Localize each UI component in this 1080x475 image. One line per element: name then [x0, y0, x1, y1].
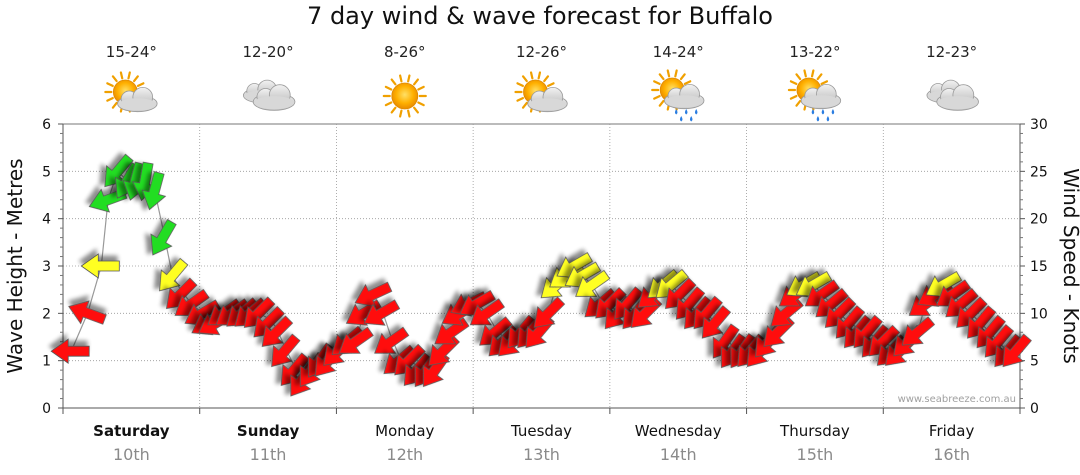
day-temperature: 12-26° — [516, 43, 567, 61]
wind-arrow — [104, 153, 134, 188]
wind-arrow — [150, 218, 177, 256]
credit-text: www.seabreeze.com.au — [898, 394, 1016, 405]
day-date-label: 13th — [523, 445, 560, 464]
cloud-icon — [926, 79, 979, 111]
cloud-shape — [936, 84, 979, 111]
sun-rays — [382, 74, 427, 118]
wind-arrow — [901, 316, 936, 346]
sun-icon — [382, 74, 427, 118]
day-date-label: 15th — [797, 445, 834, 464]
y-axis-right-label: Wind Speed - Knots — [1059, 168, 1080, 364]
y-right-tick-label: 0 — [1030, 401, 1039, 417]
wind-arrow — [712, 323, 740, 359]
day-date-label: 16th — [933, 445, 970, 464]
day-temperature: 8-26° — [384, 43, 426, 61]
chart-title: 7 day wind & wave forecast for Buffalo — [307, 2, 773, 30]
day-name-label: Friday — [929, 422, 975, 440]
y-left-tick-label: 6 — [42, 117, 51, 133]
y-axis-left-label: Wave Height - Metres — [3, 158, 27, 373]
wind-arrow — [835, 305, 866, 339]
y-left-tick-label: 4 — [42, 212, 51, 228]
wind-arrow — [533, 296, 566, 328]
y-right-tick-label: 25 — [1030, 164, 1048, 180]
day-date-label: 10th — [113, 445, 150, 464]
cloud-shape — [252, 84, 296, 111]
wind-arrow — [575, 269, 611, 297]
day-temperature: 13-22° — [789, 43, 840, 61]
wind-arrow — [693, 295, 723, 330]
wind-arrow — [868, 324, 901, 357]
day-date-label: 11th — [250, 445, 287, 464]
wind-arrow — [956, 296, 988, 328]
wind-arrow — [141, 171, 167, 211]
day-name-label: Monday — [375, 422, 434, 440]
day-date-label: 14th — [660, 445, 697, 464]
wind-arrow — [338, 326, 374, 354]
x-axis-labels: Saturday 10th Sunday 11th Monday 12th Tuesday 1… — [93, 422, 974, 464]
wind-arrow — [50, 338, 90, 364]
chart-grid — [62, 123, 1021, 409]
rain-drops — [674, 109, 698, 122]
wind-arrow — [675, 286, 706, 320]
y-left-tick-label: 3 — [42, 259, 51, 275]
day-temperature: 14-24° — [653, 43, 704, 61]
wind-arrow — [253, 305, 285, 338]
wind-arrow — [374, 326, 410, 354]
y-right-tick-label: 10 — [1030, 306, 1048, 322]
wind-arrow — [614, 286, 644, 320]
day-date-label: 12th — [386, 445, 423, 464]
y-left-tick-label: 5 — [42, 164, 51, 180]
wind-arrow — [701, 305, 732, 339]
wind-arrow — [595, 287, 627, 319]
y-left-tick-label: 1 — [42, 354, 51, 370]
day-name-label: Wednesday — [635, 422, 722, 440]
cloud-shape — [664, 84, 705, 110]
wind-arrows — [50, 153, 1032, 397]
sun-cloud-rain-icon — [787, 69, 842, 122]
wind-arrow — [1002, 333, 1032, 368]
wind-arrow — [984, 324, 1015, 358]
cloud-icon — [242, 79, 296, 111]
cloud-shape — [800, 84, 842, 110]
day-name-label: Tuesday — [510, 422, 572, 440]
wind-arrow — [261, 315, 294, 347]
cloud-shape — [117, 87, 158, 113]
wind-arrow — [853, 314, 883, 349]
day-temperature: 12-20° — [243, 43, 294, 61]
wind-arrow — [664, 277, 697, 310]
y-right-tick-label: 15 — [1030, 259, 1048, 275]
y-right-tick-label: 30 — [1030, 117, 1048, 133]
wind-arrow — [363, 299, 401, 326]
wind-arrow — [159, 257, 189, 292]
sun-cloud-icon — [514, 71, 568, 113]
wind-arrow — [394, 343, 426, 376]
sun-cloud-icon — [104, 71, 158, 113]
day-name-label: Saturday — [93, 422, 170, 440]
wind-arrow — [80, 253, 120, 279]
cloud-shape — [527, 87, 568, 113]
wind-arrow — [967, 305, 997, 339]
wind-arrow — [68, 300, 107, 325]
day-name-label: Thursday — [779, 422, 850, 440]
wind-arrow — [280, 352, 310, 386]
y-right-tick-label: 20 — [1030, 212, 1048, 228]
weather-row: 15-24° 12-20° 8-26° 12-26° 14-24° 13-22° 12-23… — [104, 43, 979, 122]
y-left-tick-label: 2 — [42, 306, 51, 322]
wind-arrow — [271, 333, 301, 368]
sun-cloud-rain-icon — [651, 69, 705, 122]
chart-axes: 0 1 2 3 4 5 6 0 5 10 15 20 25 30 — [42, 117, 1048, 417]
wind-arrow — [976, 314, 1006, 349]
y-right-tick-label: 5 — [1030, 354, 1039, 370]
day-name-label: Sunday — [237, 422, 300, 440]
wind-arrow — [469, 298, 505, 326]
rain-drops — [811, 109, 835, 122]
wind-arrow — [824, 296, 857, 328]
y-left-tick-label: 0 — [42, 401, 51, 417]
day-temperature: 15-24° — [106, 43, 157, 61]
wind-arrow — [354, 281, 393, 308]
day-temperature: 12-23° — [926, 43, 977, 61]
